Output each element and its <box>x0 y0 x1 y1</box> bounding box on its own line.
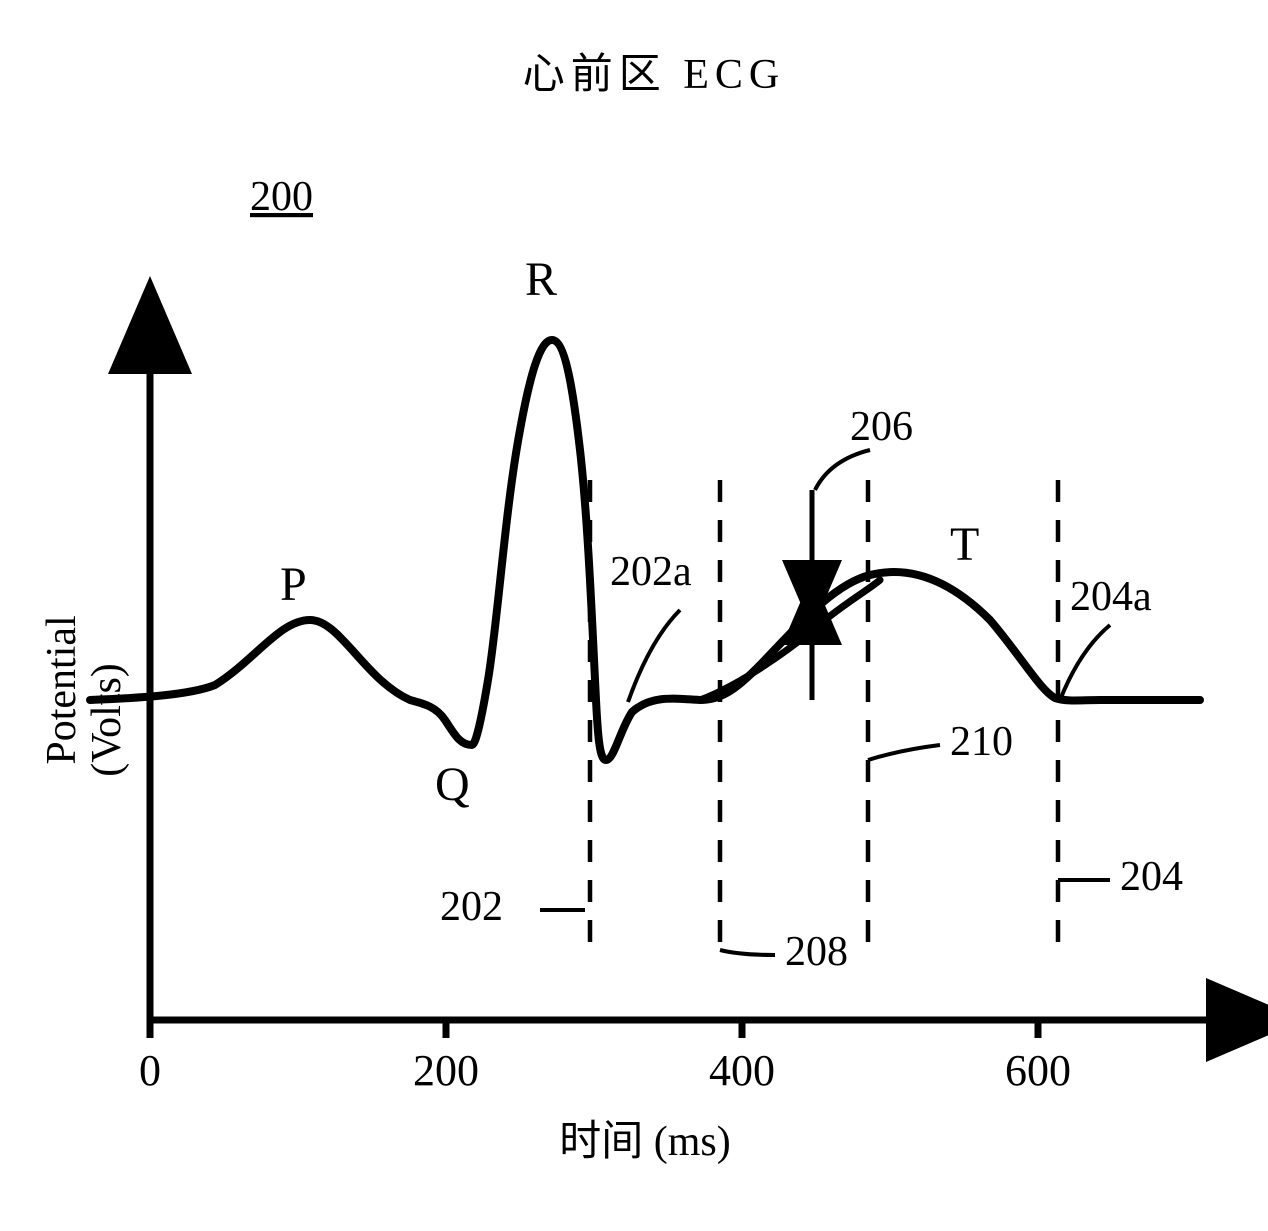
y-axis-label-1: Potential <box>39 615 85 764</box>
x-tick-label: 200 <box>413 1046 479 1095</box>
ref-206: 206 <box>850 404 913 450</box>
leader-206 <box>815 450 870 490</box>
leader-210 <box>868 745 940 760</box>
x-tick-label: 0 <box>139 1046 161 1095</box>
leader-202a <box>628 610 680 702</box>
x-tick-label: 600 <box>1005 1046 1071 1095</box>
ref-204a: 204a <box>1070 574 1152 620</box>
wave-label-q: Q <box>435 758 470 811</box>
wave-label-t: T <box>950 518 979 571</box>
x-axis-label: 时间 (ms) <box>559 1119 731 1165</box>
leader-204a <box>1060 625 1110 700</box>
ref-202: 202 <box>440 884 503 930</box>
t-wave-alternate <box>700 580 880 700</box>
leader-208 <box>720 950 775 955</box>
wave-label-r: R <box>525 253 557 306</box>
ref-210: 210 <box>950 719 1013 765</box>
figure-container: 心前区 ECG 0200400600时间 (ms)Potential(Volts… <box>20 20 1268 1211</box>
figure-number: 200 <box>250 174 313 220</box>
ref-204: 204 <box>1120 854 1183 900</box>
y-axis-label-2: (Volts) <box>84 663 130 777</box>
ecg-chart: 0 200 400 600 时间 (ms) Potential(Volts) 200 P Q R T… <box>20 80 1268 1211</box>
x-tick-label: 400 <box>709 1046 775 1095</box>
ref-202a: 202a <box>610 549 692 595</box>
ref-208: 208 <box>785 929 848 975</box>
wave-label-p: P <box>280 558 307 611</box>
